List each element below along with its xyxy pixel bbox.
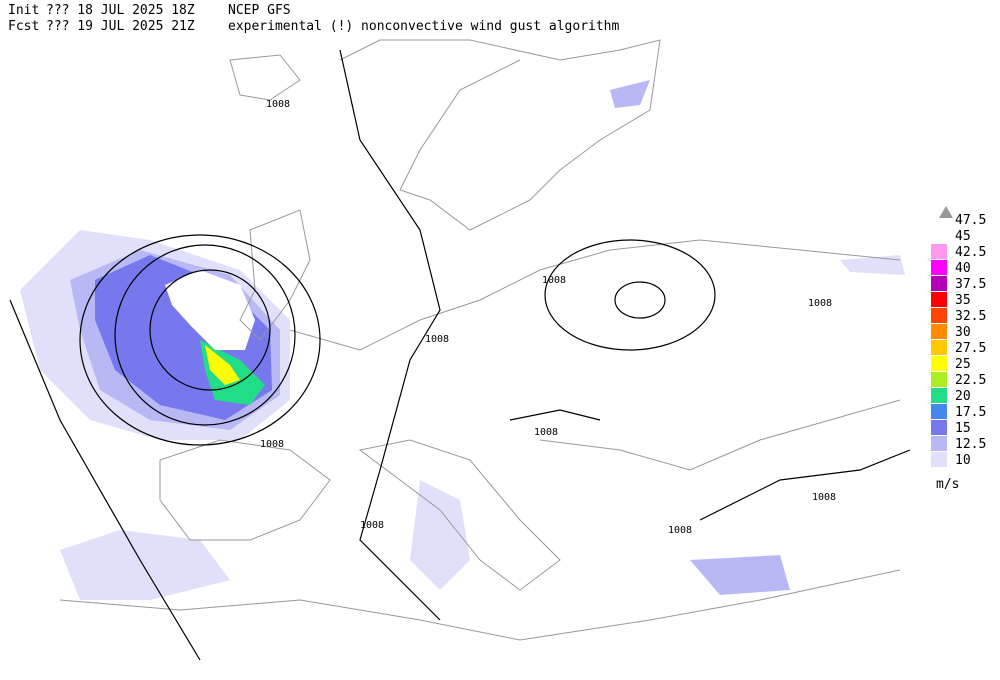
shade-10 [840,255,905,275]
isobar-label: 1008 [534,427,558,438]
legend-label: 12.5 [955,437,986,452]
header-text: ??? 19 JUL 2025 21Z [46,19,195,34]
legend-swatch [931,308,947,323]
north-coast [289,239,901,351]
legend-label: 45 [955,229,971,244]
legend-unit: m/s [936,477,959,492]
header-text: Init [8,3,39,18]
isobar-label: 1008 [425,334,449,345]
isobar [509,409,601,421]
africa-coast [59,569,901,641]
iberia [159,439,331,541]
isobar [9,299,201,661]
isobar [149,269,271,391]
legend-label: 37.5 [955,277,986,292]
legend-swatch [931,292,947,307]
isobar-label: 1008 [808,298,832,309]
isobars [9,49,911,661]
black-sea [539,399,901,471]
britain [239,209,311,341]
header-text: ??? 18 JUL 2025 18Z [46,3,195,18]
legend: 47.54542.54037.53532.53027.52522.52017.5… [931,206,986,492]
isobar [699,449,911,521]
legend-label: 42.5 [955,245,986,260]
legend-label: 35 [955,293,971,308]
shade-12 [610,80,650,108]
isobar-label: 1008 [668,525,692,536]
legend-swatch [931,260,947,275]
wind-shading [20,80,905,600]
legend-swatch [931,452,947,467]
legend-swatch [931,356,947,371]
legend-label: 10 [955,453,971,468]
italy [358,439,561,591]
scandinavia [339,39,661,231]
shade-10 [410,480,470,590]
legend-label: 17.5 [955,405,986,420]
header-text: experimental (!) nonconvective wind gust… [228,19,620,34]
contour-labels: 1008 1008 1008 1008 1008 1008 1008 1008 1008 [260,99,836,536]
legend-swatch [931,404,947,419]
legend-label: 22.5 [955,373,986,388]
legend-swatch [931,436,947,451]
isobar-label: 1008 [266,99,290,110]
legend-label: 20 [955,389,971,404]
legend-arrow [939,206,953,218]
isobar [339,49,441,621]
legend-swatch [931,340,947,355]
shade-10 [60,530,230,600]
legend-swatch [931,372,947,387]
header: Init ??? 18 JUL 2025 18Z NCEP GFS Fcst ??? 1… [8,3,620,34]
legend-swatch [931,324,947,339]
legend-label: 15 [955,421,971,436]
isobar [114,244,296,426]
iceland [229,54,301,101]
coastlines [59,39,901,641]
isobar-label: 1008 [260,439,284,450]
isobar [544,239,716,351]
legend-swatch [931,420,947,435]
legend-label: 30 [955,325,971,340]
shade-12 [690,555,790,595]
isobar-label: 1008 [360,520,384,531]
isobar-label: 1008 [542,275,566,286]
legend-swatch [931,388,947,403]
legend-label: 25 [955,357,971,372]
header-text: NCEP GFS [228,3,291,18]
isobar [614,281,666,319]
legend-swatch [931,244,947,259]
legend-label: 47.5 [955,213,986,228]
legend-label: 40 [955,261,971,276]
calm-center [165,270,255,350]
isobar-label: 1008 [812,492,836,503]
shade-25 [205,345,240,385]
isobar [79,234,321,446]
legend-swatch [931,276,947,291]
header-text: Fcst [8,19,39,34]
legend-label: 27.5 [955,341,986,356]
legend-label: 32.5 [955,309,986,324]
